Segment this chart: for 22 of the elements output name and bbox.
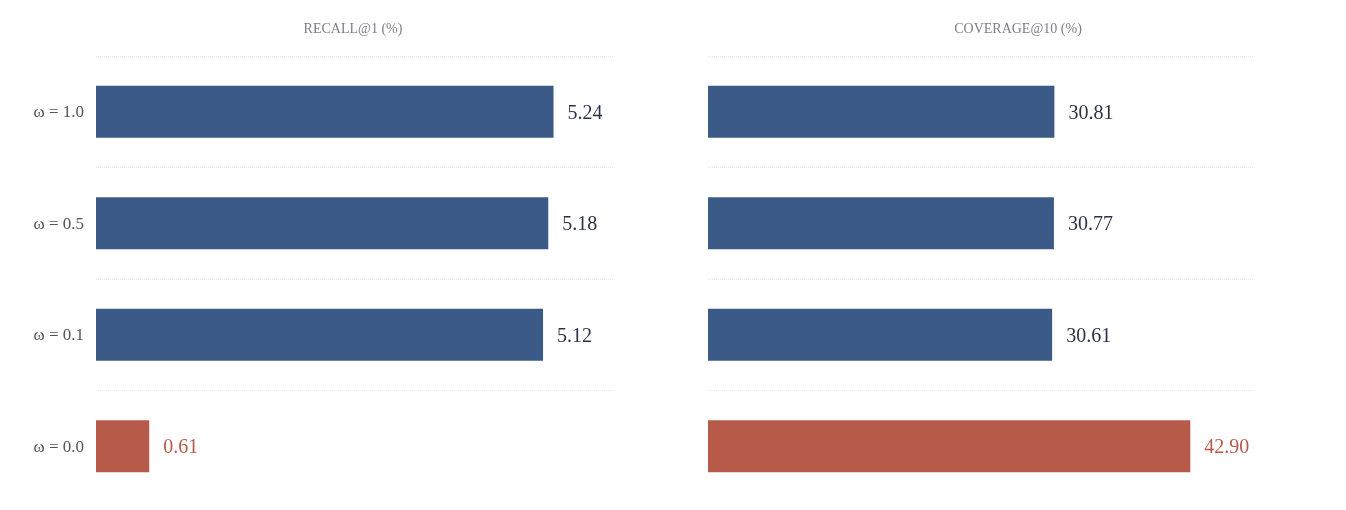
y-tick-label: ω = 1.0: [33, 102, 84, 122]
y-tick-label: ω = 0.5: [33, 213, 84, 233]
data-label: 0.61: [163, 435, 199, 458]
data-label: 5.12: [557, 323, 593, 346]
bar: [708, 85, 1055, 138]
y-tick-label: ω = 0.0: [33, 436, 84, 456]
bar: [96, 420, 150, 473]
data-label: 42.90: [1204, 435, 1250, 458]
data-label: 5.18: [562, 212, 598, 235]
data-label: 30.77: [1067, 212, 1113, 235]
bar: [708, 197, 1054, 250]
chart-title: COVERAGE@10 (%): [954, 20, 1083, 37]
bar: [708, 308, 1053, 361]
y-tick-label: ω = 0.1: [33, 325, 84, 345]
data-label: 5.24: [567, 100, 603, 123]
data-label: 30.61: [1066, 323, 1112, 346]
bar: [708, 420, 1191, 473]
bar: [96, 308, 544, 361]
bar: [96, 197, 549, 250]
data-label: 30.81: [1068, 100, 1114, 123]
chart-title: RECALL@1 (%): [303, 20, 403, 37]
bar: [96, 85, 554, 138]
